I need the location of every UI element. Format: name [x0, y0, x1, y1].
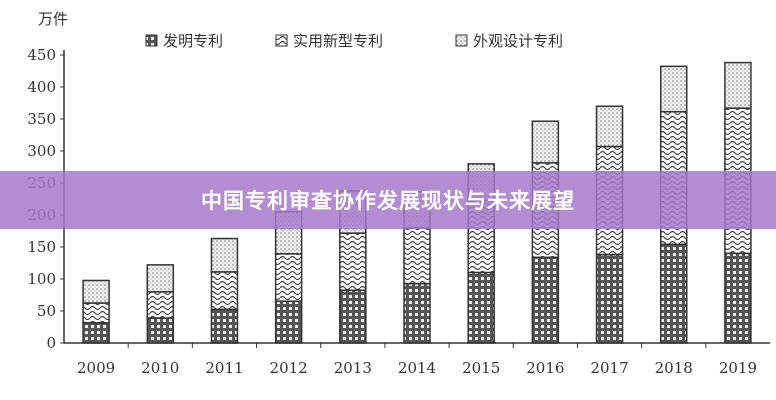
y-tick-label: 100: [27, 270, 56, 288]
bar-segment-发明专利-2013: [339, 289, 367, 344]
bar-segment-实用新型专利-2009: [82, 302, 110, 324]
bar-segment-发明专利-2018: [659, 243, 688, 344]
x-tick-label: 2009: [77, 359, 115, 377]
bar-segment-实用新型专利-2012: [274, 253, 303, 302]
bar-segment-发明专利-2017: [595, 253, 624, 344]
x-tick-label: 2013: [334, 359, 372, 377]
bar-segment-外观设计专利-2018: [659, 65, 688, 113]
banner-title: 中国专利审查协作发展现状与未来展望: [201, 189, 575, 213]
bar-segment-实用新型专利-2011: [210, 271, 239, 311]
x-tick-label: 2016: [526, 359, 564, 377]
y-tick-label: 50: [37, 302, 56, 320]
bar-segment-发明专利-2015: [467, 271, 495, 344]
y-axis-label: 万件: [38, 10, 68, 28]
y-tick-label: 300: [27, 142, 56, 160]
bar-segment-发明专利-2016: [531, 256, 560, 344]
bar-segment-外观设计专利-2009: [82, 279, 110, 304]
legend-label: 实用新型专利: [293, 32, 383, 50]
legend-swatch: [275, 34, 288, 47]
legend-swatch: [145, 34, 158, 47]
bar-segment-外观设计专利-2016: [531, 120, 560, 164]
bar-segment-实用新型专利-2010: [146, 291, 175, 319]
x-tick-label: 2010: [141, 359, 179, 377]
bar-segment-实用新型专利-2013: [339, 232, 367, 291]
y-tick-label: 0: [46, 334, 56, 352]
y-tick-label: 350: [27, 110, 56, 128]
bar-segment-发明专利-2010: [146, 317, 175, 344]
legend: 发明专利 实用新型专利 外观设计专利: [145, 32, 563, 50]
bar-segment-发明专利-2019: [724, 252, 752, 344]
y-tick-label: 450: [27, 46, 56, 64]
x-tick-label: 2018: [655, 359, 693, 377]
x-tick-label: 2014: [398, 359, 436, 377]
bar-segment-发明专利-2014: [403, 282, 431, 344]
x-tick-label: 2012: [270, 359, 308, 377]
legend-label: 发明专利: [163, 32, 223, 50]
bar-segment-发明专利-2009: [82, 322, 110, 344]
bar-segment-实用新型专利-2014: [403, 227, 431, 285]
x-tick-label: 2015: [462, 359, 500, 377]
bar-segment-发明专利-2011: [210, 308, 239, 344]
bar-segment-外观设计专利-2011: [210, 237, 239, 273]
title-banner: 中国专利审查协作发展现状与未来展望: [0, 171, 776, 229]
y-tick-label: 400: [27, 78, 56, 96]
bar-segment-发明专利-2012: [274, 300, 303, 344]
x-tick-label: 2017: [590, 359, 628, 377]
x-tick-label: 2019: [719, 359, 757, 377]
legend-label: 外观设计专利: [473, 32, 563, 50]
bar-segment-外观设计专利-2010: [146, 264, 175, 293]
y-tick-label: 150: [27, 238, 56, 256]
bar-segment-外观设计专利-2019: [724, 61, 752, 109]
x-tick-label: 2011: [205, 359, 243, 377]
bar-segment-外观设计专利-2017: [595, 105, 624, 148]
legend-swatch: [455, 34, 468, 47]
